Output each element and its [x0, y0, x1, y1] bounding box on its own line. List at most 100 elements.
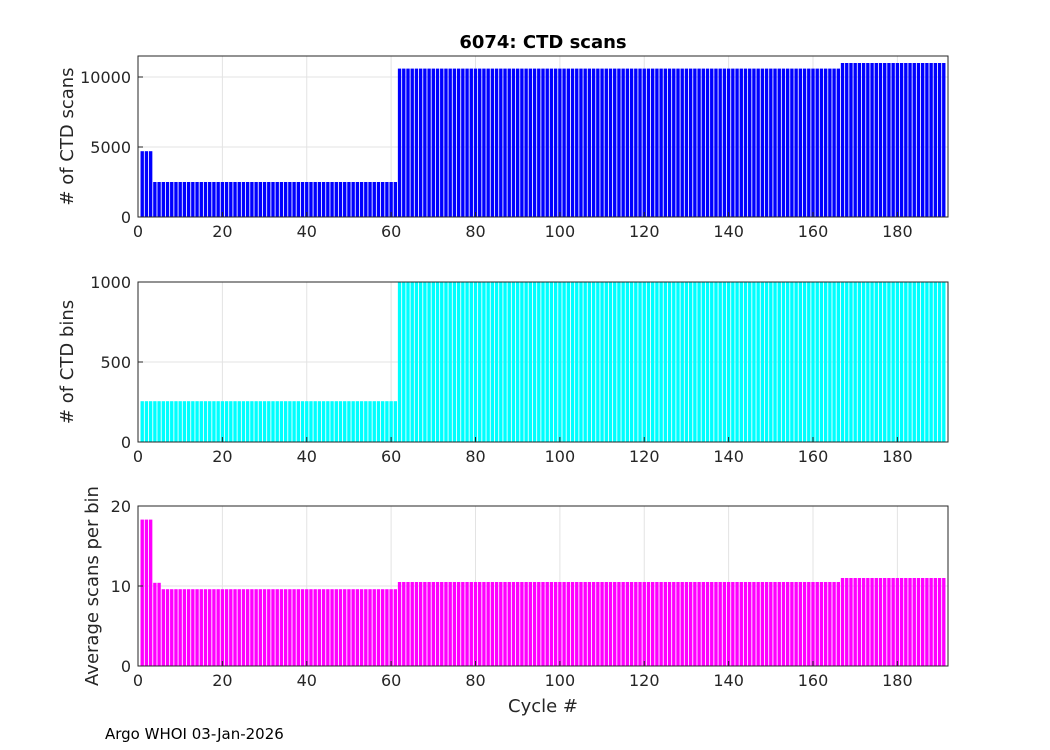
bar-cycle-154 — [786, 68, 790, 217]
bar-cycle-136 — [710, 582, 714, 666]
bar-cycle-27 — [250, 401, 254, 442]
bar-cycle-172 — [861, 63, 866, 217]
bar-cycle-105 — [579, 282, 583, 442]
bar-cycle-136 — [710, 68, 714, 217]
bar-cycle-175 — [874, 63, 878, 217]
bar-cycle-20 — [220, 589, 225, 666]
bar-cycle-102 — [566, 282, 570, 442]
bar-cycle-48 — [338, 182, 343, 217]
bar-cycle-66 — [414, 582, 419, 666]
x-tick-label: 40 — [297, 671, 317, 690]
bar-cycle-89 — [511, 68, 516, 217]
bar-cycle-137 — [714, 68, 718, 217]
bar-cycle-111 — [604, 282, 608, 442]
bar-cycle-78 — [465, 282, 469, 442]
bar-cycle-22 — [229, 589, 233, 666]
bar-cycle-16 — [203, 401, 208, 442]
bar-cycle-115 — [621, 282, 625, 442]
bar-cycle-36 — [288, 182, 292, 217]
bar-cycle-108 — [591, 68, 596, 217]
bar-cycle-47 — [334, 589, 338, 666]
bar-cycle-50 — [347, 401, 351, 442]
x-tick-label: 40 — [297, 222, 317, 241]
subplot-3: 0 20 40 60 80 100 120 140 160 180 0 10 20 Average sca… — [82, 486, 949, 717]
bar-cycle-90 — [516, 282, 520, 442]
bar-cycle-71 — [435, 68, 440, 217]
bar-cycle-128 — [676, 68, 680, 217]
bar-cycle-65 — [410, 582, 414, 666]
bar-cycle-14 — [195, 182, 199, 217]
bar-cycle-61 — [393, 182, 398, 217]
bar-cycle-170 — [853, 578, 857, 666]
bar-cycle-173 — [866, 63, 870, 217]
x-tick-label: 140 — [713, 447, 744, 466]
bar-cycle-64 — [406, 282, 410, 442]
bar-cycle-7 — [165, 589, 170, 666]
bar-cycle-12 — [186, 401, 191, 442]
bar-cycle-189 — [933, 578, 938, 666]
bar-cycle-160 — [811, 68, 815, 217]
bar-cycle-132 — [693, 282, 697, 442]
bar-cycle-170 — [853, 63, 857, 217]
bar-cycle-134 — [701, 282, 705, 442]
bar-cycle-57 — [376, 182, 381, 217]
x-tick-label: 160 — [798, 671, 829, 690]
y-tick-label: 0 — [121, 657, 131, 676]
bar-cycle-127 — [672, 282, 676, 442]
bar-cycle-169 — [849, 578, 853, 666]
bar-cycle-140 — [726, 282, 731, 442]
bar-cycle-175 — [874, 282, 878, 442]
x-tick-label: 180 — [882, 447, 913, 466]
bar-cycle-173 — [866, 578, 870, 666]
bar-cycle-166 — [836, 282, 840, 442]
bar-cycle-128 — [676, 282, 680, 442]
bar-cycle-122 — [651, 582, 655, 666]
bar-cycle-62 — [397, 582, 402, 666]
bar-cycle-163 — [823, 582, 828, 666]
bar-cycle-21 — [224, 401, 229, 442]
bar-cycle-39 — [300, 589, 305, 666]
bar-cycle-183 — [908, 578, 912, 666]
bar-cycle-92 — [524, 582, 528, 666]
y-axis-label: # of CTD scans — [57, 67, 78, 205]
bar-cycle-112 — [608, 582, 613, 666]
bar-cycle-86 — [499, 68, 503, 217]
bar-cycle-104 — [575, 282, 579, 442]
bar-cycle-34 — [279, 589, 284, 666]
bar-cycle-108 — [591, 282, 596, 442]
bar-cycle-68 — [423, 282, 427, 442]
bar-cycle-61 — [393, 401, 398, 442]
bar-cycle-39 — [300, 182, 305, 217]
bar-cycle-47 — [334, 401, 338, 442]
bar-cycle-26 — [246, 401, 250, 442]
x-tick-label: 20 — [212, 447, 232, 466]
bar-cycle-81 — [478, 68, 482, 217]
bar-cycle-131 — [688, 282, 693, 442]
bar-cycle-82 — [482, 68, 486, 217]
bar-cycle-118 — [634, 68, 638, 217]
bar-cycle-41 — [309, 589, 313, 666]
bar-cycle-91 — [520, 582, 524, 666]
bar-cycle-26 — [246, 589, 250, 666]
bar-cycle-91 — [520, 68, 524, 217]
x-tick-label: 120 — [629, 447, 660, 466]
bar-cycle-59 — [385, 182, 389, 217]
bar-cycle-50 — [347, 182, 351, 217]
bar-cycle-90 — [516, 68, 520, 217]
bar-cycle-37 — [292, 182, 296, 217]
bar-cycle-41 — [309, 182, 313, 217]
bar-cycle-38 — [296, 182, 300, 217]
bar-cycle-53 — [359, 401, 364, 442]
bar-cycle-15 — [199, 589, 203, 666]
bar-cycle-89 — [511, 282, 516, 442]
bar-cycle-167 — [840, 282, 845, 442]
bar-cycle-19 — [216, 589, 220, 666]
bar-cycle-138 — [718, 68, 722, 217]
bar-cycle-10 — [178, 401, 182, 442]
bar-cycle-114 — [617, 282, 621, 442]
bar-cycle-129 — [680, 282, 684, 442]
bar-cycle-84 — [490, 282, 495, 442]
bar-cycle-18 — [212, 182, 216, 217]
bar-cycle-147 — [756, 68, 760, 217]
bar-cycle-121 — [646, 582, 651, 666]
